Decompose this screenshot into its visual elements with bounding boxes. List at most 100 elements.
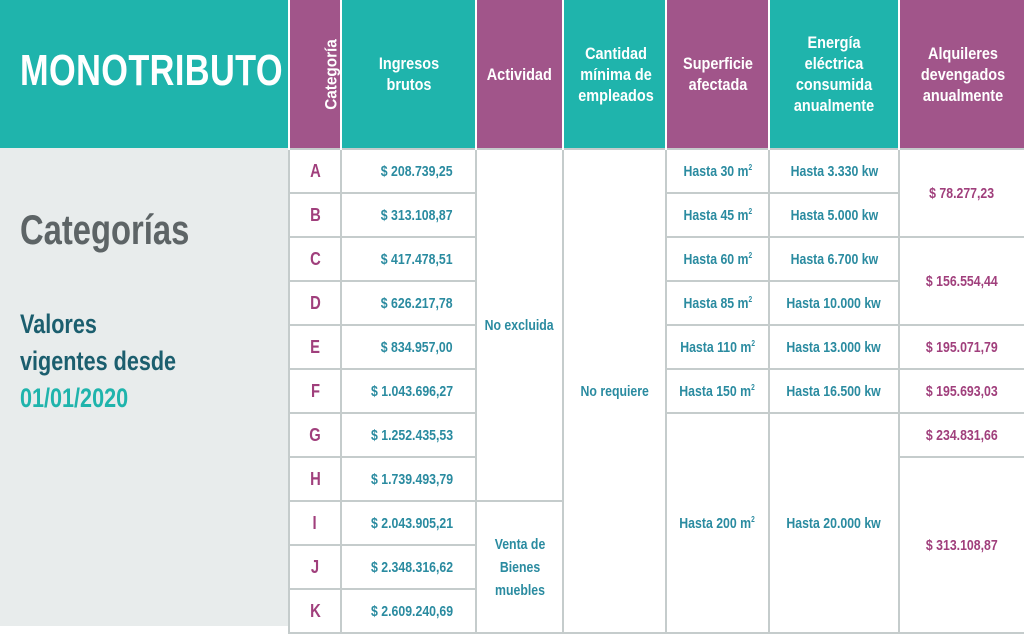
- superficie-cell: Hasta 85 m2: [665, 280, 770, 326]
- category-letter-text: I: [312, 512, 318, 533]
- category-letter-text: C: [309, 248, 321, 269]
- brand-banner: MONOTRIBUTO: [0, 0, 288, 148]
- category-letter-text: D: [309, 292, 321, 313]
- ingresos-brutos-text: $ 313.108,87: [381, 206, 453, 224]
- alquileres-cell: $ 195.071,79: [898, 324, 1024, 370]
- category-letter-text: A: [309, 160, 321, 181]
- table-row: I $ 2.043.905,21 Venta de Bienes muebles: [288, 500, 1024, 634]
- ingresos-brutos: $ 313.108,87: [340, 192, 477, 238]
- table-row: E $ 834.957,00 Hasta 110 m2 Hasta 13.000 kw…: [288, 324, 1024, 370]
- category-letter-text: B: [309, 204, 321, 225]
- ingresos-brutos-text: $ 626.217,78: [381, 294, 453, 312]
- superficie-cell-text: Hasta 150 m2: [679, 382, 756, 400]
- superficie-cell-text: Hasta 60 m2: [683, 250, 752, 268]
- energia-cell: Hasta 3.330 kw: [768, 148, 900, 194]
- category-letter: J: [288, 544, 342, 590]
- header-ingresos-label: Ingresos brutos: [378, 54, 439, 94]
- header-superficie: Superficie afectada: [665, 0, 769, 149]
- alquileres-cell-text: $ 313.108,87: [926, 536, 998, 554]
- table-row: C $ 417.478,51 Hasta 60 m2 Hasta 6.700 kw $ …: [288, 236, 1024, 326]
- energia-cell: Hasta 16.500 kw: [768, 368, 900, 414]
- category-letter: G: [288, 412, 342, 458]
- energia-cell-text: Hasta 3.330 kw: [790, 162, 878, 180]
- actividad-cell: No excluida: [475, 148, 564, 502]
- alquileres-cell: $ 313.108,87: [898, 456, 1024, 634]
- ingresos-brutos: $ 2.348.316,62: [340, 544, 477, 590]
- superficie-cell: Hasta 110 m2: [665, 324, 770, 370]
- ingresos-brutos: $ 417.478,51: [340, 236, 477, 282]
- empleados-cell-text: No requiere: [580, 382, 649, 400]
- category-letter: I: [288, 500, 342, 546]
- table-row: F $ 1.043.696,27 Hasta 150 m2 Hasta 16.500 …: [288, 368, 1024, 414]
- header-superficie-label: Superficie afectada: [682, 54, 753, 94]
- ingresos-brutos-text: $ 2.348.316,62: [370, 558, 453, 576]
- category-letter-text: F: [310, 380, 320, 401]
- header-categoria: Categoría: [288, 0, 341, 149]
- category-letter: C: [288, 236, 342, 282]
- left-panel: MONOTRIBUTO Categorías Valores vigentes …: [0, 0, 288, 626]
- ingresos-brutos-text: $ 417.478,51: [381, 250, 453, 268]
- validity-date: 01/01/2020: [20, 383, 129, 413]
- ingresos-brutos: $ 626.217,78: [340, 280, 477, 326]
- category-letter-text: K: [309, 600, 321, 621]
- actividad-cell-text: No excluida: [484, 316, 555, 334]
- energia-cell-text: Hasta 6.700 kw: [790, 250, 878, 268]
- empleados-cell: No requiere: [562, 148, 667, 634]
- superficie-cell-text: Hasta 110 m2: [680, 338, 755, 356]
- ingresos-brutos: $ 1.739.493,79: [340, 456, 477, 502]
- ingresos-brutos-text: $ 1.739.493,79: [370, 470, 453, 488]
- table-row: J $ 2.348.316,62: [288, 544, 1024, 590]
- energia-cell-text: Hasta 13.000 kw: [786, 338, 882, 356]
- table-row: B $ 313.108,87 Hasta 45 m2 Hasta 5.000 kw: [288, 192, 1024, 238]
- ingresos-brutos: $ 1.043.696,27: [340, 368, 477, 414]
- energia-cell: Hasta 6.700 kw: [768, 236, 900, 282]
- superficie-cell-text: Hasta 30 m2: [683, 162, 752, 180]
- category-letter: F: [288, 368, 342, 414]
- energia-cell-text: Hasta 20.000 kw: [786, 514, 882, 532]
- actividad-cell-text: Venta de Bienes muebles: [494, 535, 545, 599]
- category-letter-text: E: [310, 336, 320, 357]
- alquileres-cell-text: $ 156.554,44: [926, 272, 998, 290]
- superficie-cell: Hasta 200 m2: [665, 412, 770, 634]
- alquileres-cell: $ 156.554,44: [898, 236, 1024, 326]
- category-letter-text: J: [310, 556, 320, 577]
- ingresos-brutos-text: $ 1.043.696,27: [370, 382, 453, 400]
- category-letter: H: [288, 456, 342, 502]
- table-row: A $ 208.739,25 No excluida No requiere Hasta…: [288, 148, 1024, 634]
- superficie-cell-text: Hasta 45 m2: [683, 206, 752, 224]
- header-empleados: Cantidad mínima de empleados: [562, 0, 666, 149]
- superficie-cell-text: Hasta 85 m2: [683, 294, 752, 312]
- superficie-cell: Hasta 60 m2: [665, 236, 770, 282]
- energia-cell-text: Hasta 16.500 kw: [786, 382, 882, 400]
- superficie-cell-text: Hasta 200 m2: [679, 514, 756, 532]
- header-energia: Energía eléctrica consumida anualmente: [768, 0, 899, 149]
- category-letter: D: [288, 280, 342, 326]
- category-letter: A: [288, 148, 342, 194]
- category-letter-text: H: [309, 468, 321, 489]
- table-row: D $ 626.217,78 Hasta 85 m2 Hasta 10.000 kw: [288, 280, 1024, 326]
- energia-cell-text: Hasta 10.000 kw: [786, 294, 882, 312]
- superficie-cell: Hasta 150 m2: [665, 368, 770, 414]
- table-header-row: Categoría Ingresos brutos Actividad Cant…: [288, 0, 1024, 149]
- table-row: H $ 1.739.493,79 $ 313.108,87: [288, 456, 1024, 634]
- table-row: G $ 1.252.435,53 Hasta 200 m2 Hasta 20.000 …: [288, 412, 1024, 634]
- ingresos-brutos-text: $ 834.957,00: [381, 338, 453, 356]
- category-letter: B: [288, 192, 342, 238]
- section-title: Categorías: [20, 206, 190, 253]
- category-letter: K: [288, 588, 342, 634]
- alquileres-cell: $ 195.693,03: [898, 368, 1024, 414]
- header-alquileres-label: Alquileres devengados anualmente: [920, 43, 1005, 105]
- energia-cell: Hasta 13.000 kw: [768, 324, 900, 370]
- alquileres-cell-text: $ 78.277,23: [929, 184, 995, 202]
- ingresos-brutos-text: $ 1.252.435,53: [370, 426, 453, 444]
- categories-table: Categoría Ingresos brutos Actividad Cant…: [288, 0, 1024, 634]
- ingresos-brutos: $ 2.609.240,69: [340, 588, 477, 634]
- validity-note: Valores vigentes desde 01/01/2020: [20, 306, 176, 417]
- energia-cell-text: Hasta 5.000 kw: [790, 206, 878, 224]
- alquileres-cell: $ 234.831,66: [898, 412, 1024, 458]
- ingresos-brutos: $ 834.957,00: [340, 324, 477, 370]
- header-categoria-label: Categoría: [321, 38, 341, 110]
- ingresos-brutos-text: $ 2.609.240,69: [370, 602, 453, 620]
- actividad-cell: Venta de Bienes muebles: [475, 500, 564, 634]
- header-ingresos: Ingresos brutos: [340, 0, 476, 149]
